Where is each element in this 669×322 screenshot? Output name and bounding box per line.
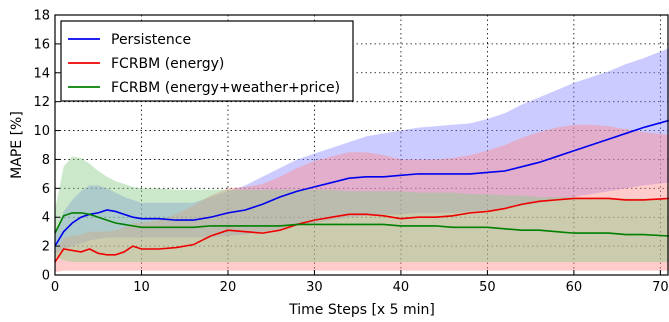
y-tick-label: 2 — [42, 240, 50, 255]
series-lines — [54, 119, 669, 263]
y-tick-label: 10 — [33, 124, 50, 139]
line-series-1 — [54, 119, 669, 247]
y-tick-label: 8 — [42, 153, 50, 168]
y-tick-label: 4 — [42, 211, 50, 226]
y-tick-label: 16 — [33, 37, 50, 52]
y-tick-label: 0 — [42, 269, 50, 284]
line-series-3 — [54, 212, 669, 237]
y-tick-label: 12 — [33, 95, 50, 110]
legend-box — [60, 20, 354, 102]
x-tick-label: 10 — [133, 280, 150, 295]
x-tick-label: 70 — [652, 280, 669, 295]
legend-label-2: FCRBM (energy) — [111, 56, 224, 72]
x-tick-label: 40 — [393, 280, 410, 295]
y-tick-label: 14 — [33, 66, 50, 81]
x-tick-label: 30 — [306, 280, 323, 295]
confidence-bands — [55, 48, 669, 273]
x-tick-label: 20 — [220, 280, 237, 295]
line-series-2 — [54, 197, 669, 263]
x-tick-label: 50 — [479, 280, 496, 295]
x-tick-label: 0 — [51, 280, 59, 295]
y-tick-label: 6 — [42, 182, 50, 197]
plot-frame — [54, 14, 669, 276]
legend-label-3: FCRBM (energy+weather+price) — [111, 80, 340, 96]
axis-ticks: 0 10 20 30 40 50 60 70 0 2 4 6 8 10 12 14 16 18 — [33, 9, 668, 296]
x-axis-label: Time Steps [x 5 min] — [288, 302, 435, 318]
y-axis-label: MAPE [%] — [9, 111, 25, 179]
x-tick-label: 60 — [566, 280, 583, 295]
legend-label-1: Persistence — [111, 32, 191, 48]
y-tick-label: 18 — [33, 9, 50, 24]
legend: Persistence FCRBM (energy) FCRBM (energy+w… — [60, 20, 354, 102]
band-series-3 — [55, 156, 669, 262]
band-series-1 — [55, 48, 669, 254]
band-series-2 — [55, 124, 669, 273]
